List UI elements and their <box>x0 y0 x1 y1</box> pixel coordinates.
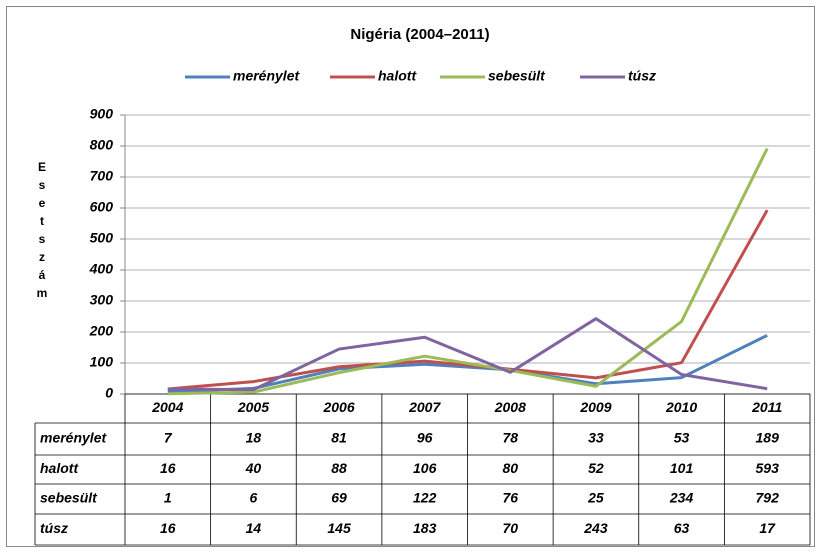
table-cell: 70 <box>503 520 519 536</box>
legend-label: halott <box>378 68 417 84</box>
y-axis-label: Esetszám <box>35 160 49 304</box>
table-cell: 243 <box>583 520 608 536</box>
table-cell: 792 <box>756 490 780 506</box>
y-tick-label: 700 <box>90 168 114 184</box>
chart-title: Nigéria (2004–2011) <box>350 26 489 43</box>
y-tick-label: 500 <box>90 230 114 246</box>
table-cell: 7 <box>164 430 173 446</box>
table-cell: 53 <box>674 430 690 446</box>
table-cell: 6 <box>250 490 258 506</box>
table-cell: 78 <box>503 430 519 446</box>
legend-label: túsz <box>628 68 656 84</box>
series-line <box>167 317 768 392</box>
x-tick-label: 2011 <box>751 399 782 415</box>
y-tick-label: 400 <box>89 261 114 277</box>
table-cell: 80 <box>503 460 519 476</box>
table-row-label: merénylet <box>40 430 107 446</box>
legend-label: sebesült <box>488 68 546 84</box>
series-line <box>167 147 769 396</box>
table-cell: 16 <box>160 520 176 536</box>
table-cell: 63 <box>674 520 690 536</box>
y-tick-label: 300 <box>90 292 114 308</box>
table-cell: 88 <box>331 460 347 476</box>
x-tick-label: 2004 <box>151 399 183 415</box>
table-cell: 189 <box>756 430 780 446</box>
table-cell: 145 <box>327 520 351 536</box>
table-cell: 1 <box>164 490 172 506</box>
y-tick-label: 200 <box>89 323 114 339</box>
table-cell: 96 <box>417 430 433 446</box>
x-tick-label: 2005 <box>237 399 269 415</box>
y-tick-label: 800 <box>90 137 114 153</box>
table-cell: 106 <box>413 460 437 476</box>
x-tick-label: 2007 <box>408 399 441 415</box>
table-cell: 17 <box>759 520 776 536</box>
table-cell: 234 <box>669 490 694 506</box>
y-tick-label: 900 <box>90 106 114 122</box>
table-cell: 593 <box>756 460 780 476</box>
y-tick-label: 100 <box>90 354 114 370</box>
table-cell: 101 <box>670 460 694 476</box>
x-tick-label: 2008 <box>494 399 526 415</box>
table-cell: 18 <box>246 430 262 446</box>
table-cell: 14 <box>246 520 262 536</box>
x-tick-label: 2009 <box>579 399 611 415</box>
table-row-label: túsz <box>40 520 68 536</box>
x-tick-label: 2010 <box>665 399 697 415</box>
table-cell: 33 <box>588 430 604 446</box>
table-cell: 40 <box>245 460 262 476</box>
table-cell: 16 <box>160 460 176 476</box>
table-cell: 25 <box>587 490 604 506</box>
table-cell: 76 <box>503 490 519 506</box>
table-cell: 183 <box>413 520 437 536</box>
chart-border <box>6 6 815 547</box>
table-cell: 69 <box>331 490 347 506</box>
table-row-label: sebesült <box>40 490 98 506</box>
table-row-label: halott <box>40 460 79 476</box>
series-line <box>167 334 768 394</box>
x-tick-label: 2006 <box>322 399 354 415</box>
table-cell: 52 <box>588 460 604 476</box>
y-tick-label: 0 <box>105 385 113 401</box>
table-cell: 81 <box>331 430 347 446</box>
table-cell: 122 <box>413 490 437 506</box>
y-tick-label: 600 <box>90 199 114 215</box>
legend-label: merénylet <box>233 68 300 84</box>
